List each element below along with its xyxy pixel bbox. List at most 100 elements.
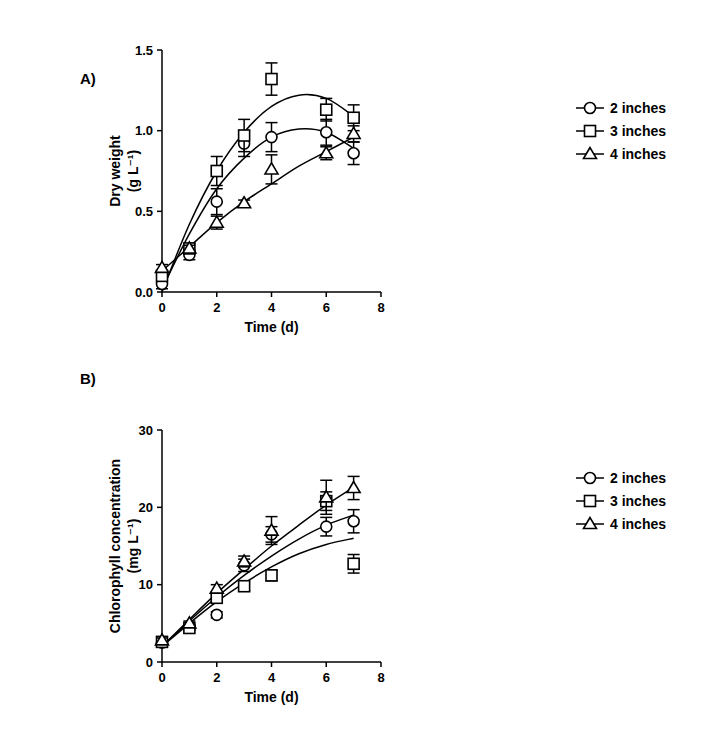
x-tick [326, 662, 328, 667]
y-tick [157, 49, 162, 51]
error-bar [266, 570, 278, 581]
x-axis-label: Time (d) [244, 319, 298, 335]
x-tick [271, 292, 273, 297]
error-bar [211, 216, 223, 229]
y-axis [161, 50, 163, 292]
fit-line [162, 129, 354, 289]
legend: 2 inches3 inches4 inches [576, 100, 666, 162]
y-tick-label: 20 [139, 500, 153, 515]
data-point [210, 216, 223, 227]
error-bar [211, 189, 223, 215]
y-tick [157, 130, 162, 132]
y-tick [157, 211, 162, 213]
legend-label: 3 inches [610, 493, 666, 509]
error-bar [266, 63, 278, 95]
data-point [265, 524, 278, 535]
x-tick-label: 6 [323, 670, 330, 685]
fit-line [162, 95, 354, 292]
legend-label: 2 inches [610, 100, 666, 116]
error-bar [238, 119, 250, 151]
error-bar [238, 582, 250, 591]
data-point [348, 558, 359, 569]
x-tick [216, 292, 218, 297]
x-tick [326, 292, 328, 297]
y-axis-label: Dry weight [107, 135, 123, 207]
plot-area [156, 476, 361, 648]
x-tick-label: 4 [268, 300, 276, 315]
data-point [266, 132, 277, 143]
y-axis-label: (mg L⁻¹) [125, 519, 141, 574]
y-tick-label: 1.0 [135, 123, 153, 138]
error-bar [348, 555, 360, 574]
y-tick [157, 661, 162, 663]
data-point [211, 196, 222, 207]
error-bar [211, 156, 223, 185]
legend-marker [585, 473, 596, 484]
panel-label: A) [80, 70, 96, 87]
y-tick-label: 1.5 [135, 43, 153, 58]
data-point [211, 609, 222, 620]
data-point [266, 74, 277, 85]
x-tick-label: 6 [323, 300, 330, 315]
x-tick [271, 662, 273, 667]
panel-label: B) [80, 370, 96, 387]
error-bar [266, 517, 278, 545]
data-point [238, 555, 251, 566]
chart-panel: A) 0 2 4 6 8 0.0 0.5 1.0 1.5 Time (d) Dry weight(g … [80, 43, 666, 336]
y-tick-label: 0.0 [135, 285, 153, 300]
y-tick [157, 429, 162, 431]
data-point [211, 166, 222, 177]
error-bar [320, 98, 332, 121]
legend: 2 inches 3 inches 4 inches [576, 470, 666, 532]
legend-marker [585, 126, 596, 137]
fit-line [162, 487, 354, 646]
y-tick [157, 584, 162, 586]
data-point [348, 148, 359, 159]
error-bar [266, 155, 278, 184]
data-point [320, 147, 333, 158]
data-point [239, 130, 250, 141]
legend-marker [584, 518, 597, 529]
y-tick-label: 10 [139, 577, 153, 592]
y-tick [157, 507, 162, 509]
x-tick-label: 8 [377, 300, 384, 315]
error-bar [348, 126, 360, 142]
x-tick-label: 0 [158, 670, 165, 685]
x-tick-label: 2 [213, 300, 220, 315]
data-point [238, 197, 251, 208]
data-point [321, 104, 332, 115]
x-tick [216, 662, 218, 667]
x-tick [380, 662, 382, 667]
legend-marker [585, 103, 596, 114]
y-axis-label: Chlorophyll concentration [107, 459, 123, 633]
x-tick-label: 8 [377, 670, 384, 685]
error-bar [348, 476, 360, 499]
data-point [183, 242, 196, 253]
y-tick-label: 0 [146, 655, 153, 670]
x-tick-label: 2 [213, 670, 220, 685]
data-point [266, 570, 277, 581]
data-point [183, 617, 196, 628]
figure: A) 0 2 4 6 8 0.0 0.5 1.0 1.5 Time (d) Dry weight(g … [0, 0, 723, 746]
fit-line [162, 137, 354, 271]
data-point [348, 112, 359, 123]
y-axis-label: (g L⁻¹) [125, 150, 141, 192]
data-point [265, 163, 278, 174]
error-bar [320, 119, 332, 145]
chart-panel: B)024680102030Time (d)Chlorophyll concen… [80, 370, 666, 705]
data-point [347, 482, 360, 493]
legend-marker [584, 148, 597, 159]
x-tick [380, 292, 382, 297]
data-point [320, 491, 333, 502]
legend-label: 4 inches [610, 516, 666, 532]
data-point [321, 127, 332, 138]
legend-label: 2 inches [610, 470, 666, 486]
y-tick-label: 0.5 [135, 204, 153, 219]
data-point [347, 127, 360, 138]
x-tick-label: 0 [158, 300, 165, 315]
error-bar [348, 142, 360, 165]
data-point [156, 261, 169, 272]
data-point [156, 634, 169, 645]
plot-area [156, 63, 361, 292]
legend-marker [585, 496, 596, 507]
